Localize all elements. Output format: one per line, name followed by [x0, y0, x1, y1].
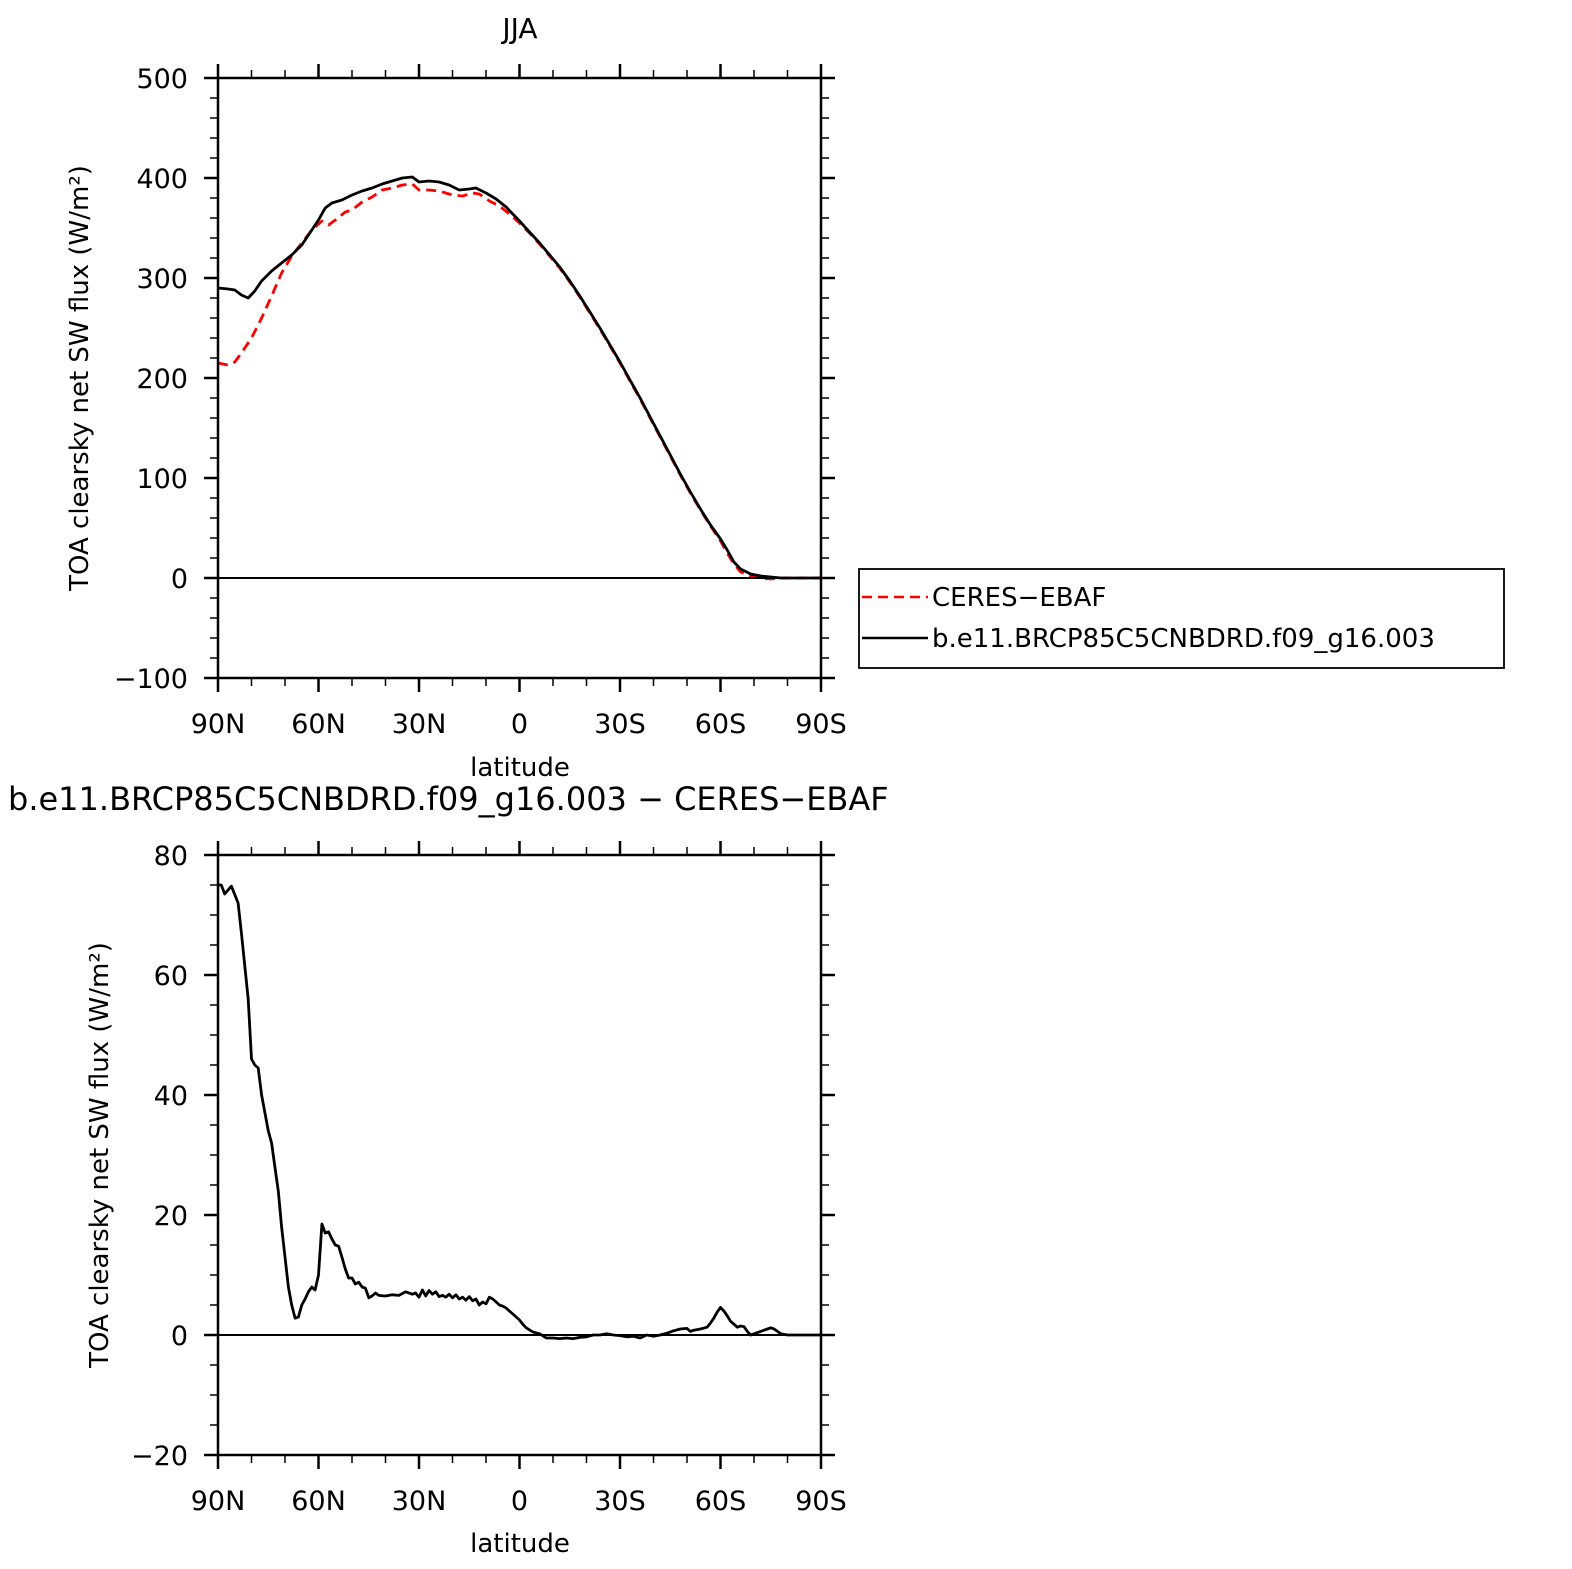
x-tick-label: 60N: [291, 1486, 346, 1517]
x-tick-label: 30S: [594, 709, 646, 740]
y-tick-label: 80: [154, 841, 188, 872]
y-tick-label: 300: [136, 264, 188, 295]
y-tick-label: 40: [154, 1081, 188, 1112]
x-tick-label: 30N: [392, 709, 447, 740]
x-tick-label: 0: [511, 709, 528, 740]
series-line-0-0: [217, 182, 821, 581]
x-tick-label: 60S: [695, 1486, 747, 1517]
y-tick-label: 20: [154, 1201, 188, 1232]
x-tick-label: 90N: [191, 1486, 246, 1517]
legend: CERES−EBAF b.e11.BRCP85C5CNBDRD.f09_g16.…: [858, 568, 1505, 669]
y-tick-label: 500: [136, 64, 188, 95]
y-tick-label: 200: [136, 364, 188, 395]
difference-panel: b.e11.BRCP85C5CNBDRD.f09_g16.003 − CERES…: [8, 780, 889, 1559]
x-tick-label: 60S: [695, 709, 747, 740]
y-tick-label: 60: [154, 961, 188, 992]
legend-entry-ceres: CERES−EBAF: [932, 583, 1106, 613]
legend-box: [858, 568, 1505, 669]
x-tick-label: 30S: [594, 1486, 646, 1517]
y-axis-label: TOA clearsky net SW flux (W/m²): [65, 165, 95, 592]
y-tick-label: 100: [136, 464, 188, 495]
chart-title: JJA: [500, 12, 537, 45]
plot-frame: [216, 76, 823, 680]
y-tick-label: 400: [136, 164, 188, 195]
series-line-1-0: [218, 883, 821, 1340]
y-tick-label: −20: [131, 1441, 188, 1472]
y-tick-label: 0: [171, 564, 188, 595]
x-axis-label: latitude: [470, 753, 570, 783]
x-tick-label: 60N: [291, 709, 346, 740]
y-tick-label: −100: [114, 664, 188, 695]
climatology-panel: JJA −100 0 100 200 300 400 500 90N 60N 30N 0 30S 60S…: [65, 12, 1505, 783]
x-axis-label: latitude: [470, 1529, 570, 1559]
x-tick-label: 0: [511, 1486, 528, 1517]
legend-entry-model: b.e11.BRCP85C5CNBDRD.f09_g16.003: [932, 624, 1435, 654]
plot-frame: [216, 853, 823, 1457]
series-line-0-1: [217, 175, 821, 580]
x-tick-label: 90N: [191, 709, 246, 740]
chart-title: b.e11.BRCP85C5CNBDRD.f09_g16.003 − CERES…: [8, 780, 889, 818]
y-tick-label: 0: [171, 1321, 188, 1352]
x-tick-label: 90S: [795, 709, 847, 740]
y-axis-label: TOA clearsky net SW flux (W/m²): [85, 942, 115, 1369]
x-tick-label: 30N: [392, 1486, 447, 1517]
x-tick-label: 90S: [795, 1486, 847, 1517]
